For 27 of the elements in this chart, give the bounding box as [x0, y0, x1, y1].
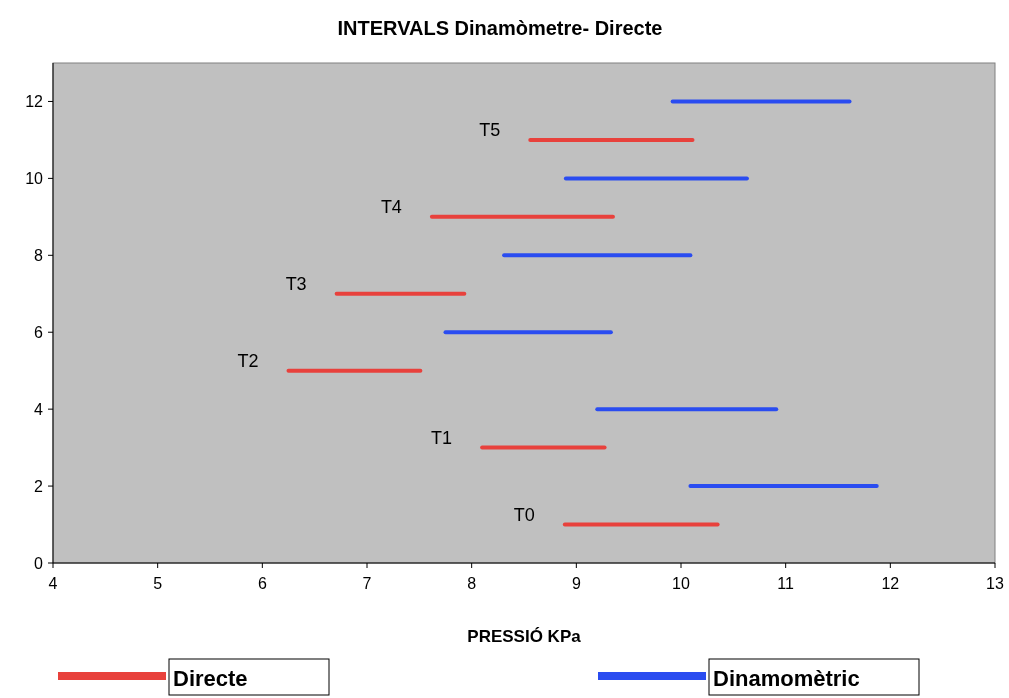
- y-tick-label: 4: [34, 401, 44, 419]
- x-tick-label: 12: [881, 575, 900, 592]
- x-tick-label: 13: [986, 575, 1004, 592]
- x-tick-label: 4: [48, 575, 58, 592]
- x-tick-label: 8: [467, 575, 477, 592]
- legend-label: Dinamomètric: [713, 666, 860, 691]
- x-tick-label: 10: [672, 575, 690, 592]
- x-tick-label: 9: [571, 575, 581, 592]
- x-tick-label: 5: [153, 575, 163, 592]
- y-tick-label: 6: [34, 324, 44, 342]
- y-tick-label: 10: [25, 170, 44, 188]
- annotation: T1: [431, 427, 453, 448]
- x-tick-label: 7: [362, 575, 372, 592]
- annotation: T4: [380, 196, 402, 217]
- annotation: T5: [479, 119, 501, 140]
- annotation: T3: [285, 273, 307, 294]
- x-tick-label: 11: [777, 575, 795, 592]
- annotation: T2: [237, 350, 259, 371]
- y-tick-label: 0: [34, 555, 44, 572]
- y-tick-label: 12: [25, 93, 44, 111]
- y-tick-label: 8: [34, 247, 44, 265]
- x-axis-title: PRESSIÓ KPa: [467, 627, 582, 646]
- chart-title: INTERVALS Dinamòmetre- Directe: [337, 17, 663, 39]
- x-tick-label: 6: [257, 575, 267, 592]
- y-tick-label: 2: [34, 478, 44, 496]
- annotation: T0: [513, 504, 535, 525]
- legend-label: Directe: [173, 666, 248, 691]
